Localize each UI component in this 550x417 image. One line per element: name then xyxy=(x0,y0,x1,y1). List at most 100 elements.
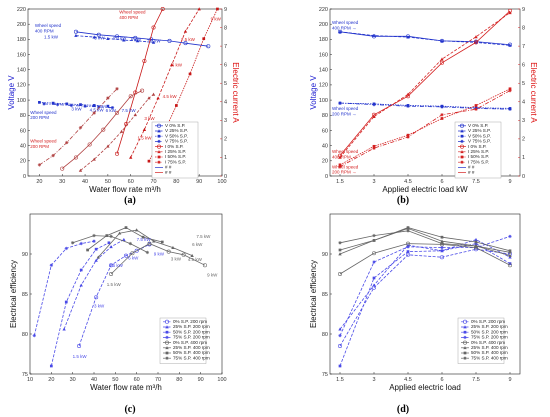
legend-entry: 0% S.P. 200 rpm xyxy=(173,319,207,324)
efficiency-point xyxy=(440,241,444,246)
voltage-point xyxy=(149,37,154,42)
x-tick-label: 20 xyxy=(36,179,42,185)
voltage-point xyxy=(338,101,342,105)
efficiency-point xyxy=(474,244,478,248)
annotation-wheel-speed-200: Wheel speed xyxy=(30,110,57,115)
y-tick-label: 160 xyxy=(17,52,26,58)
current-load-label: 9 kW xyxy=(211,16,222,21)
efficiency-point xyxy=(145,250,150,255)
annotation-wheel-speed-400-current: Wheel speed xyxy=(332,149,359,154)
efficiency-point xyxy=(141,235,145,239)
current-point xyxy=(37,163,42,167)
current-point xyxy=(406,92,410,96)
x-tick-label: 6 xyxy=(440,377,443,383)
efficiency-point xyxy=(166,249,171,254)
y2-tick-label: 7 xyxy=(224,44,227,50)
load-point-label: 3 kW xyxy=(94,304,105,309)
efficiency-point xyxy=(337,343,342,348)
y2-tick-label: 2 xyxy=(224,137,227,143)
voltage-point xyxy=(508,107,512,111)
efficiency-series-line xyxy=(63,239,125,330)
efficiency-point xyxy=(372,239,376,242)
y-tick-label: 90 xyxy=(322,252,328,258)
current-point xyxy=(78,168,83,172)
y-tick-label: 140 xyxy=(17,68,26,74)
x-tick-label: 40 xyxy=(91,377,97,383)
voltage-point xyxy=(65,102,69,106)
voltage-point xyxy=(372,102,376,107)
y-tick-label: 60 xyxy=(322,128,328,134)
y-axis-label: Electrical efficiency xyxy=(309,260,318,328)
panel-label-d: (d) xyxy=(397,404,409,415)
efficiency-point xyxy=(107,241,111,245)
efficiency-point xyxy=(371,251,376,256)
x-tick-label: 1.5 xyxy=(336,179,344,185)
annotation-wheel-speed-400-current: 400 RPM xyxy=(119,15,138,20)
current-series-line xyxy=(61,90,143,169)
x-tick-label: 80 xyxy=(173,179,179,185)
voltage-point xyxy=(406,104,410,108)
current-load-label: 3 kW xyxy=(144,116,155,121)
voltage-series-line xyxy=(339,102,511,110)
current-point xyxy=(474,107,478,111)
efficiency-point xyxy=(86,248,89,252)
current-point xyxy=(338,165,342,169)
y-tick-label: 180 xyxy=(17,37,26,43)
voltage-point xyxy=(38,101,41,104)
load-label: 3 kW xyxy=(71,107,82,112)
efficiency-point xyxy=(507,263,512,268)
current-point xyxy=(78,126,83,130)
load-label: 7.5 kW xyxy=(122,108,137,113)
current-point xyxy=(140,88,145,93)
x-tick-label: 10 xyxy=(27,377,33,383)
legend-entry: V 75% S.P. xyxy=(468,139,491,144)
efficiency-point xyxy=(94,247,98,251)
efficiency-series-line xyxy=(110,243,206,275)
load-point-label: 6 kW xyxy=(192,242,203,247)
voltage-point xyxy=(440,105,444,109)
current-point xyxy=(51,153,55,158)
efficiency-series-line xyxy=(339,227,511,252)
efficiency-point xyxy=(508,253,512,257)
current-point xyxy=(156,96,160,100)
current-point xyxy=(151,25,156,30)
legend-marker xyxy=(463,335,467,340)
current-point xyxy=(147,96,151,100)
x-tick-label: 60 xyxy=(128,179,134,185)
y-tick-label: 180 xyxy=(319,37,328,43)
x-tick-label: 3 xyxy=(372,377,375,383)
efficiency-point xyxy=(109,245,113,249)
efficiency-point xyxy=(202,263,207,268)
current-point xyxy=(372,144,376,148)
legend-entry: 50% S.P. 400 rpm xyxy=(173,350,210,355)
voltage-point xyxy=(151,40,156,44)
legend-marker xyxy=(460,134,464,138)
current-point xyxy=(440,113,444,117)
x-tick-label: 9 xyxy=(508,179,511,185)
y2-tick-label: 6 xyxy=(224,62,227,68)
current-point xyxy=(508,88,512,93)
x-axis-label: Water flow rate m³/h xyxy=(89,185,161,194)
current-point xyxy=(129,155,133,159)
efficiency-point xyxy=(64,300,68,304)
efficiency-point xyxy=(124,226,128,229)
load-label: 7.5 kW xyxy=(147,38,162,43)
efficiency-point xyxy=(109,271,114,276)
current-point xyxy=(128,94,133,99)
efficiency-series-line xyxy=(339,230,511,253)
voltage-point xyxy=(338,30,342,34)
legend-marker xyxy=(157,155,161,159)
current-point xyxy=(473,40,478,45)
y-tick-label: 200 xyxy=(17,22,26,28)
efficiency-point xyxy=(508,250,512,255)
load-label: 3 kW xyxy=(94,35,105,40)
chart-panel-c: 75 80 85 90 10 20 30 40 50 60 70 80 90 100 Water flow … xyxy=(9,213,227,392)
legend-marker xyxy=(459,144,464,149)
voltage-point xyxy=(92,104,96,107)
y2-tick-label: 0 xyxy=(522,174,525,180)
efficiency-point xyxy=(49,263,54,267)
y2-tick-label: 9 xyxy=(522,7,525,13)
legend-entry: I 75% S.P. xyxy=(468,159,489,164)
y2-tick-label: 0 xyxy=(224,174,227,180)
voltage-point xyxy=(122,38,126,42)
